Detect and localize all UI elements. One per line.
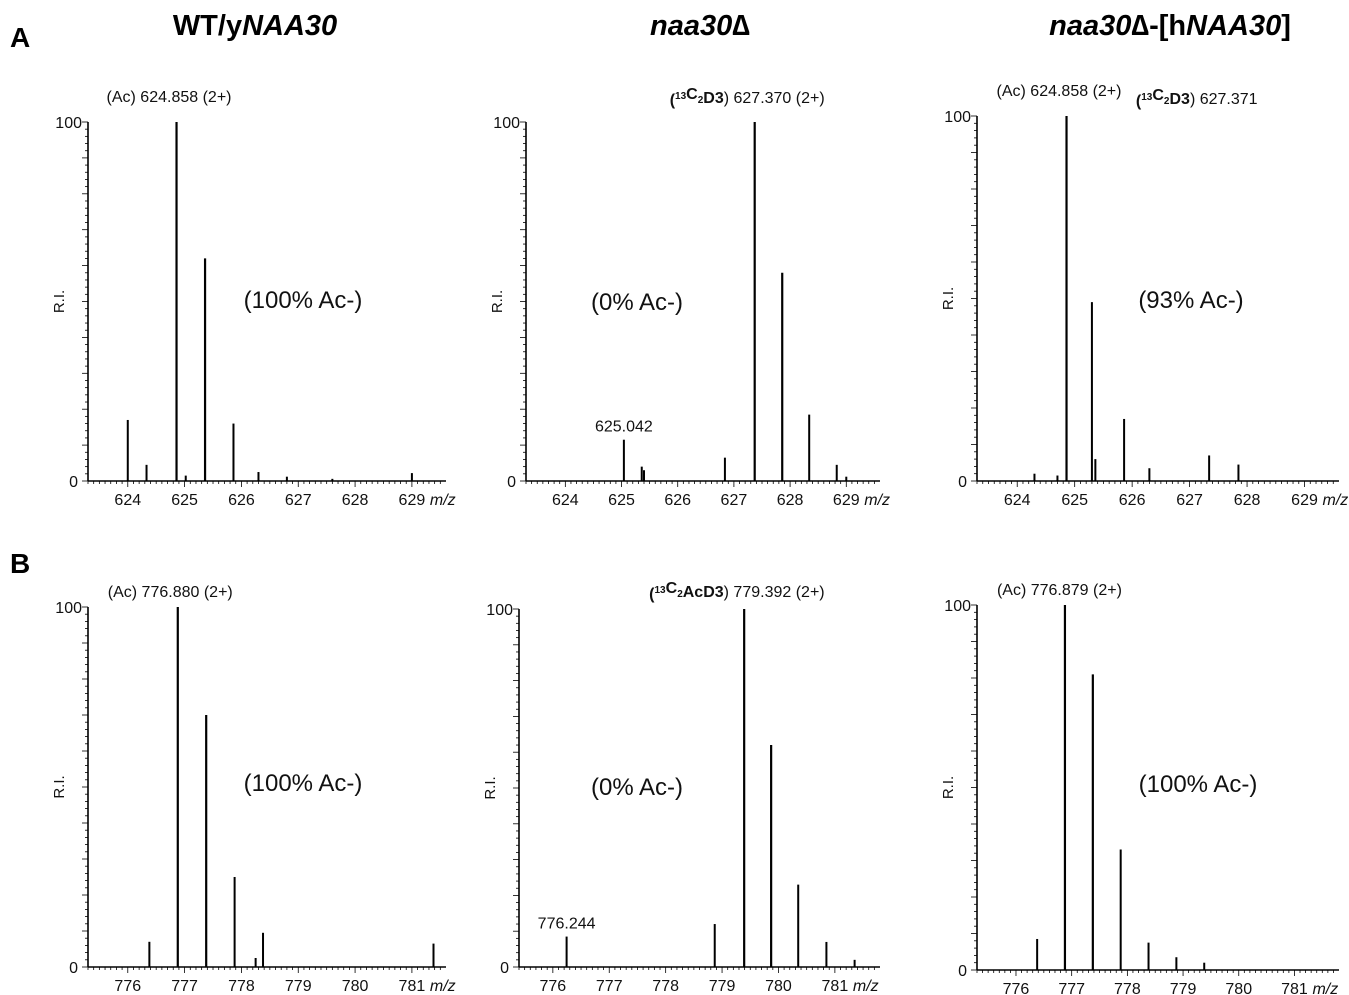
x-tick-label: 624	[552, 492, 579, 509]
acetylation-annotation: (100% Ac-)	[244, 770, 363, 797]
x-tick-label: 781	[1281, 981, 1308, 995]
y-tick-label: 0	[500, 960, 509, 977]
x-tick-label: 776	[1003, 981, 1030, 995]
x-tick-label: 776	[114, 978, 141, 995]
y-axis-label: R.I.	[940, 287, 957, 310]
x-tick-label: 629	[399, 492, 426, 509]
x-unit-label: m/z	[430, 978, 456, 995]
x-tick-label: 625	[608, 492, 635, 509]
x-tick-label: 624	[114, 492, 141, 509]
x-tick-label: 781	[822, 978, 849, 995]
x-tick-label: 626	[1119, 492, 1146, 509]
x-tick-label: 780	[765, 978, 792, 995]
x-tick-label: 777	[1058, 981, 1085, 995]
spectrum-panel-a3: 0 100 R.I. 624 625 626 627 628 629 m/z (Ac) 624.85…	[940, 83, 1348, 509]
y-tick-label: 100	[55, 115, 82, 132]
spectrum-panel-a2: 0 100 R.I. 624 625 626 627 628 629 m/z 625.042 (13C…	[489, 86, 890, 509]
y-tick-label: 100	[944, 109, 971, 126]
x-tick-label: 781	[399, 978, 426, 995]
y-axis-label: R.I.	[940, 776, 957, 799]
x-unit-label: m/z	[1312, 981, 1338, 995]
x-tick-label: 779	[285, 978, 312, 995]
spectrum-panel-b2: 0 100 R.I. 776 777 778 779 780 781 m/z 776.244 (13C…	[482, 580, 880, 995]
x-tick-label: 628	[342, 492, 369, 509]
y-axis-label: R.I.	[489, 290, 506, 313]
x-tick-label: 627	[1176, 492, 1203, 509]
column-title-3: naa30∆-[hNAA30]	[1049, 10, 1291, 42]
peak-label: (13C2D3) 627.371	[1136, 87, 1258, 110]
acetylation-annotation: (100% Ac-)	[244, 287, 363, 314]
peak-label: (Ac) 776.880 (2+)	[108, 584, 233, 601]
x-unit-label: m/z	[1323, 492, 1349, 509]
spectrum-panel-b3: 0 100 R.I. 776 777 778 779 780 781 m/z (Ac) 776.87…	[940, 582, 1339, 995]
y-axis-label: R.I.	[482, 776, 499, 799]
x-tick-label: 778	[1114, 981, 1141, 995]
peak-label: (13C2AcD3) 779.392 (2+)	[649, 580, 824, 603]
acetylation-annotation: (93% Ac-)	[1138, 287, 1243, 314]
peak-label: (Ac) 624.858 (2+)	[997, 83, 1122, 100]
x-tick-label: 777	[596, 978, 623, 995]
x-tick-label: 628	[777, 492, 804, 509]
x-tick-label: 628	[1234, 492, 1261, 509]
x-tick-label: 780	[342, 978, 369, 995]
x-tick-label: 780	[1225, 981, 1252, 995]
x-tick-label: 778	[228, 978, 255, 995]
acetylation-annotation: (100% Ac-)	[1139, 771, 1258, 798]
x-tick-label: 625	[1061, 492, 1088, 509]
y-tick-label: 0	[69, 474, 78, 491]
x-tick-label: 629	[1291, 492, 1318, 509]
y-tick-label: 100	[493, 115, 520, 132]
y-tick-label: 0	[958, 474, 967, 491]
y-tick-label: 100	[55, 600, 82, 617]
y-tick-label: 0	[507, 474, 516, 491]
y-tick-label: 100	[486, 602, 513, 619]
row-label-a: A	[10, 22, 31, 53]
y-axis-label: R.I.	[51, 290, 68, 313]
acetylation-annotation: (0% Ac-)	[591, 289, 683, 316]
peak-label: 625.042	[595, 419, 653, 436]
x-tick-label: 624	[1004, 492, 1031, 509]
x-tick-label: 625	[171, 492, 198, 509]
peak-label: (Ac) 624.858 (2+)	[107, 89, 232, 106]
acetylation-annotation: (0% Ac-)	[591, 774, 683, 801]
x-tick-label: 627	[285, 492, 312, 509]
y-axis-label: R.I.	[51, 775, 68, 798]
x-unit-label: m/z	[430, 492, 456, 509]
y-tick-label: 0	[958, 963, 967, 980]
peak-label: (13C2D3) 627.370 (2+)	[670, 86, 825, 109]
x-tick-label: 629	[833, 492, 860, 509]
x-tick-label: 627	[721, 492, 748, 509]
column-title-1: WT/yNAA30	[172, 10, 338, 42]
spectrum-panel-a1: 0 100 R.I. 624 625 626 627 628 629 m/z (Ac) 624.85…	[51, 89, 456, 509]
x-tick-label: 779	[1170, 981, 1197, 995]
x-tick-label: 779	[709, 978, 736, 995]
x-tick-label: 777	[171, 978, 198, 995]
spectrum-panel-b1: 0 100 R.I. 776 777 778 779 780 781 m/z (Ac) 776.88…	[51, 584, 456, 995]
peak-label: 776.244	[538, 916, 596, 933]
x-tick-label: 776	[539, 978, 566, 995]
x-tick-label: 626	[228, 492, 255, 509]
y-tick-label: 100	[944, 598, 971, 615]
column-title-2: naa30∆	[650, 10, 750, 42]
x-unit-label: m/z	[864, 492, 890, 509]
x-tick-label: 626	[664, 492, 691, 509]
x-unit-label: m/z	[853, 978, 879, 995]
x-tick-label: 778	[652, 978, 679, 995]
peak-label: (Ac) 776.879 (2+)	[997, 582, 1122, 599]
row-label-b: B	[10, 548, 31, 579]
y-tick-label: 0	[69, 960, 78, 977]
